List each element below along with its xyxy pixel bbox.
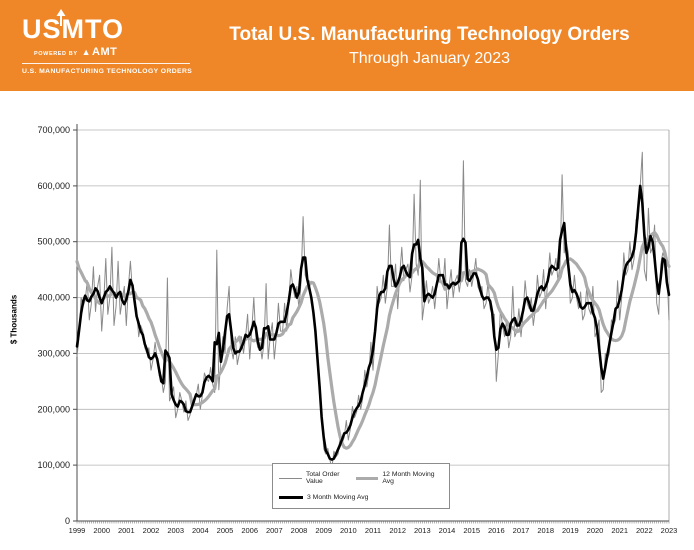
svg-text:1999: 1999 xyxy=(69,526,86,535)
powered-by-label: POWERED BY xyxy=(34,50,78,57)
usmto-logo-wordmark: USMTO xyxy=(22,14,125,44)
svg-text:2008: 2008 xyxy=(291,526,308,535)
svg-text:100,000: 100,000 xyxy=(37,460,70,470)
legend-item-3-month-avg: 3 Month Moving Avg xyxy=(279,494,443,501)
svg-text:2006: 2006 xyxy=(241,526,258,535)
svg-text:2012: 2012 xyxy=(389,526,406,535)
svg-text:2023: 2023 xyxy=(661,526,678,535)
chart-legend: Total Order Value 12 Month Moving Avg 3 … xyxy=(272,463,450,509)
logo-divider xyxy=(22,63,190,64)
svg-text:700,000: 700,000 xyxy=(37,125,70,135)
legend-line-3-month-avg xyxy=(279,495,303,499)
usmto-logo: USMTO POWERED BY ▲ AMT U.S. MANUFACTURING… xyxy=(0,9,195,75)
usmto-arrow-icon xyxy=(56,9,66,26)
legend-item-total-order-value: Total Order Value xyxy=(279,471,356,485)
svg-text:2004: 2004 xyxy=(192,526,209,535)
legend-item-12-month-avg: 12 Month Moving Avg xyxy=(356,471,443,485)
logo-tagline: U.S. MANUFACTURING TECHNOLOGY ORDERS xyxy=(22,68,193,75)
svg-text:400,000: 400,000 xyxy=(37,293,70,303)
legend-line-total-order-value xyxy=(279,477,302,479)
svg-text:2022: 2022 xyxy=(636,526,653,535)
legend-label-3-month-avg: 3 Month Moving Avg xyxy=(307,493,369,501)
svg-text:2010: 2010 xyxy=(340,526,357,535)
svg-text:2002: 2002 xyxy=(143,526,160,535)
svg-text:2017: 2017 xyxy=(513,526,530,535)
svg-text:500,000: 500,000 xyxy=(37,237,70,247)
svg-text:2014: 2014 xyxy=(439,526,456,535)
header-banner: USMTO POWERED BY ▲ AMT U.S. MANUFACTURING… xyxy=(0,0,694,91)
svg-text:2007: 2007 xyxy=(266,526,283,535)
y-axis-label: $ Thousands xyxy=(9,294,19,345)
amt-logo: ▲ AMT xyxy=(82,46,118,58)
svg-text:2001: 2001 xyxy=(118,526,135,535)
chart-plot: 0 100,000 200,000 300,000 400,000 500,000 600,… xyxy=(37,124,678,535)
amt-triangle-icon: ▲ xyxy=(81,46,92,57)
legend-line-12-month-avg xyxy=(356,476,379,480)
svg-text:2011: 2011 xyxy=(365,526,381,535)
svg-text:300,000: 300,000 xyxy=(37,348,70,358)
svg-text:2019: 2019 xyxy=(562,526,579,535)
svg-text:0: 0 xyxy=(65,516,70,526)
page-title: Total U.S. Manufacturing Technology Orde… xyxy=(229,24,630,46)
legend-label-total-order-value: Total Order Value xyxy=(305,471,340,486)
powered-by-row: POWERED BY ▲ AMT xyxy=(22,46,195,58)
svg-text:2009: 2009 xyxy=(315,526,332,535)
svg-text:2013: 2013 xyxy=(414,526,431,535)
svg-text:2015: 2015 xyxy=(463,526,480,535)
orders-chart: 0 100,000 200,000 300,000 400,000 500,000 600,… xyxy=(0,91,694,550)
svg-text:2003: 2003 xyxy=(167,526,184,535)
svg-text:2000: 2000 xyxy=(93,526,110,535)
svg-text:2016: 2016 xyxy=(488,526,505,535)
page-subtitle: Through January 2023 xyxy=(349,49,510,67)
header-titles: Total U.S. Manufacturing Technology Orde… xyxy=(195,23,694,68)
svg-text:2018: 2018 xyxy=(537,526,554,535)
svg-text:2020: 2020 xyxy=(587,526,604,535)
svg-text:2005: 2005 xyxy=(217,526,234,535)
svg-text:2021: 2021 xyxy=(611,526,628,535)
legend-label-12-month-avg: 12 Month Moving Avg xyxy=(382,471,435,486)
amt-logo-text: AMT xyxy=(92,46,118,58)
svg-text:200,000: 200,000 xyxy=(37,404,70,414)
svg-text:600,000: 600,000 xyxy=(37,181,70,191)
